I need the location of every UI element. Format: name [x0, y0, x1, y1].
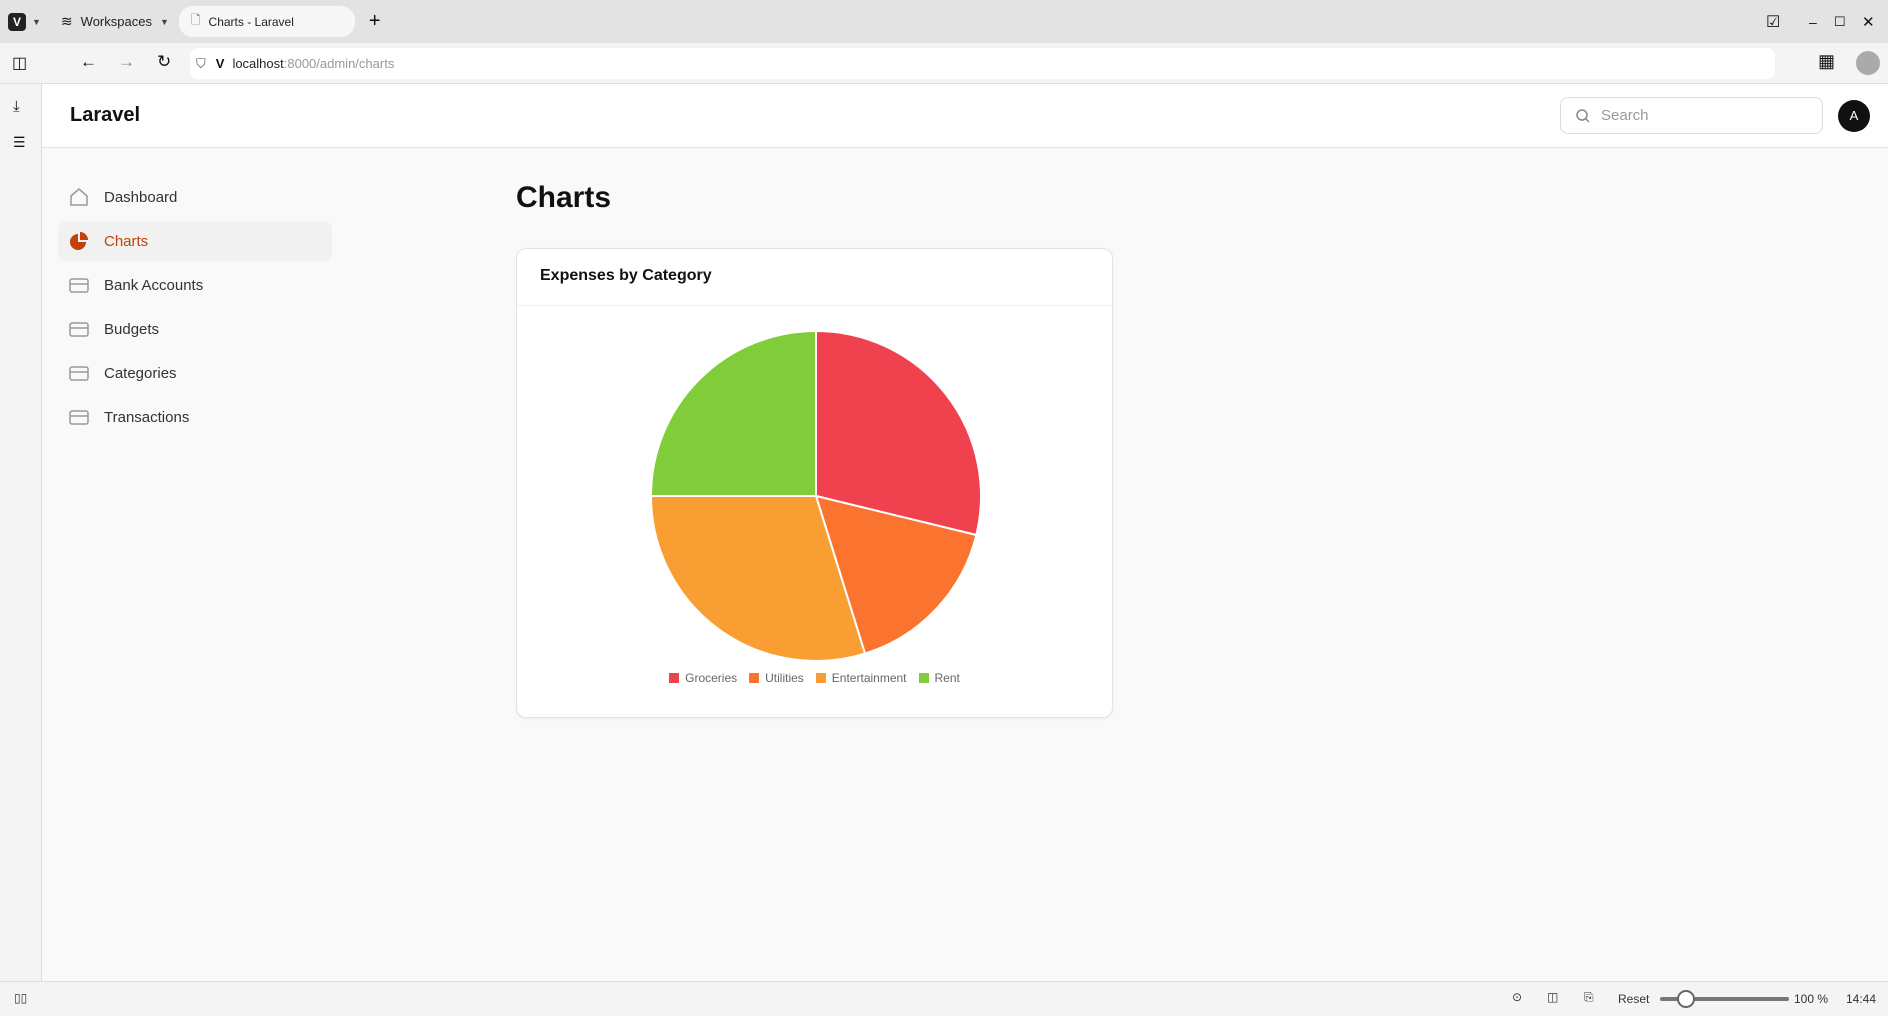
pie-chart: [649, 329, 982, 662]
home-icon: [70, 188, 88, 206]
legend-swatch: [669, 673, 680, 683]
sidebar-item-label: Categories: [104, 364, 177, 382]
capture-icon[interactable]: ⊙: [1512, 990, 1523, 1004]
legend-item-rent[interactable]: Rent: [918, 671, 960, 685]
pie-slice-rent[interactable]: [649, 329, 817, 497]
zoom-slider-handle[interactable]: [1677, 990, 1695, 1008]
inbox-icon: [69, 410, 89, 425]
inbox-icon: [69, 278, 89, 293]
vivaldi-menu-button[interactable]: V: [8, 12, 26, 31]
back-button[interactable]: ←: [80, 52, 97, 71]
minimize-button[interactable]: –: [1809, 13, 1817, 30]
pie-slice-entertainment[interactable]: [649, 495, 867, 662]
legend-swatch: [918, 673, 929, 683]
sidebar-item-dashboard[interactable]: Dashboard: [58, 177, 332, 217]
chevron-down-icon[interactable]: ▼: [32, 16, 41, 27]
sidebar-item-label: Bank Accounts: [104, 276, 204, 294]
app-header: Laravel Search A: [42, 84, 1888, 148]
forward-button[interactable]: →: [118, 52, 135, 71]
pie-slice-utilities[interactable]: [814, 494, 978, 655]
legend-label: Groceries: [685, 671, 738, 685]
legend-label: Rent: [934, 671, 960, 685]
sidebar-item-label: Charts: [104, 232, 149, 250]
pie-slice-groceries[interactable]: [815, 329, 982, 537]
legend-item-entertainment[interactable]: Entertainment: [815, 671, 907, 685]
page-icon: 🗋: [190, 13, 201, 27]
sidebar-item-categories[interactable]: Categories: [58, 353, 332, 393]
browser-tab-bar: V ▼ ≋ Workspaces ▼ 🗋 Charts - Laravel + ☑…: [0, 0, 1888, 43]
chevron-down-icon[interactable]: ▼: [159, 16, 169, 27]
zoom-reset-button[interactable]: Reset: [1618, 992, 1650, 1006]
vivaldi-icon: V: [215, 56, 225, 71]
mail-icon[interactable]: ☑: [1766, 13, 1781, 31]
url-path: :8000/admin/charts: [283, 56, 395, 71]
chart-legend: Groceries Utilities Entertainment Rent: [517, 671, 1112, 685]
workspaces-button[interactable]: Workspaces: [80, 14, 152, 29]
legend-swatch: [815, 673, 826, 683]
legend-item-groceries[interactable]: Groceries: [669, 671, 737, 685]
zoom-level: 100 %: [1794, 992, 1829, 1006]
page-actions-icon[interactable]: ⎘: [1584, 990, 1594, 1004]
sidebar-item-bank-accounts[interactable]: Bank Accounts: [58, 265, 332, 305]
search-placeholder: Search: [1601, 107, 1649, 124]
page-title: Charts: [516, 181, 612, 214]
maximize-button[interactable]: ☐: [1834, 13, 1846, 29]
url-field[interactable]: ⛉ V localhost:8000/admin/charts: [190, 48, 1775, 79]
inbox-icon: [69, 322, 89, 337]
url-host: localhost: [232, 56, 284, 71]
sidebar-item-budgets[interactable]: Budgets: [58, 309, 332, 349]
panel-toggle-icon[interactable]: ◫: [12, 55, 28, 72]
reload-button[interactable]: ↻: [157, 52, 172, 71]
sidebar-item-label: Budgets: [104, 320, 160, 338]
panel-toggle-icon[interactable]: ▯▯: [14, 991, 28, 1005]
browser-side-panel: ⤓ ☰: [0, 84, 42, 981]
close-window-button[interactable]: ✕: [1862, 13, 1875, 31]
shield-icon[interactable]: ⛉: [196, 55, 206, 71]
notes-icon[interactable]: ☰: [13, 134, 26, 150]
new-tab-button[interactable]: +: [368, 10, 381, 32]
sidebar-item-label: Dashboard: [104, 188, 178, 206]
inbox-icon: [69, 366, 89, 381]
status-bar: ▯▯ ⊙ ◫ ⎘ Reset 100 % 14:44: [0, 981, 1888, 1016]
browser-tab[interactable]: 🗋 Charts - Laravel: [178, 6, 355, 37]
legend-swatch: [749, 673, 760, 683]
clock: 14:44: [1846, 992, 1877, 1006]
calendar-icon[interactable]: ▦: [1818, 51, 1836, 71]
zoom-slider[interactable]: [1660, 990, 1789, 1008]
chart-card: Expenses by Category Groceries Utilities…: [516, 248, 1113, 718]
sidebar-item-transactions[interactable]: Transactions: [58, 397, 332, 437]
tile-icon[interactable]: ◫: [1547, 990, 1559, 1004]
search-icon: [1576, 108, 1590, 123]
sidebar-item-label: Transactions: [104, 408, 190, 426]
pie-chart-icon: [70, 232, 88, 250]
brand-logo[interactable]: Laravel: [70, 104, 141, 126]
profile-avatar[interactable]: [1856, 51, 1880, 75]
user-avatar[interactable]: A: [1838, 100, 1870, 132]
sidebar-nav: Dashboard Charts Bank Accounts Budgets C…: [58, 177, 332, 441]
legend-label: Utilities: [765, 671, 804, 685]
search-input[interactable]: Search: [1560, 97, 1823, 134]
address-bar-row: ◫ ← → ↻ ⛉ V localhost:8000/admin/charts …: [0, 43, 1888, 84]
legend-item-utilities[interactable]: Utilities: [749, 671, 804, 685]
workspaces-icon: ≋: [60, 13, 73, 29]
chart-title: Expenses by Category: [517, 249, 1112, 306]
sidebar-item-charts[interactable]: Charts: [58, 221, 332, 261]
download-icon[interactable]: ⤓: [13, 98, 20, 115]
legend-label: Entertainment: [831, 671, 907, 685]
tab-title: Charts - Laravel: [208, 14, 294, 29]
